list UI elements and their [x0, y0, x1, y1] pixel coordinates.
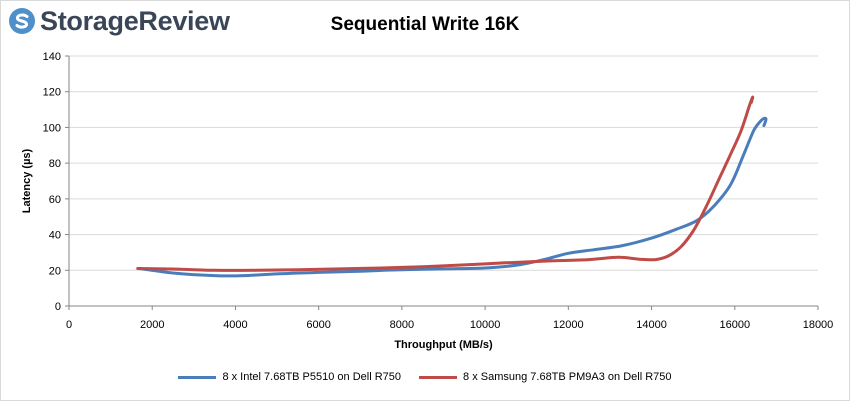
chart-title: Sequential Write 16K: [330, 14, 520, 35]
legend-swatch-intel: [178, 375, 217, 379]
y-tick-label: 140: [43, 51, 61, 63]
y-axis-title: Latency (µs): [21, 148, 33, 213]
y-tick-label: 100: [43, 122, 61, 134]
series-line-samsung-pm9a3: [136, 95, 755, 272]
legend-item-samsung: 8 x Samsung 7.68TB PM9A3 on Dell R750: [419, 371, 672, 383]
x-tick-label: 4000: [223, 319, 247, 331]
y-tick-label: 0: [55, 301, 61, 313]
x-tick-label: 12000: [553, 319, 584, 331]
x-tick-label: 8000: [390, 319, 414, 331]
legend-label-samsung: 8 x Samsung 7.68TB PM9A3 on Dell R750: [463, 371, 672, 383]
y-tick-label: 120: [43, 87, 61, 99]
storagereview-logo: StorageReview: [8, 4, 230, 38]
y-tick-label: 20: [49, 265, 61, 277]
logo-wordmark: StorageReview: [40, 5, 230, 36]
y-tick-label: 60: [49, 194, 61, 206]
series-line-intel-p5510: [138, 116, 768, 278]
x-tick-label: 10000: [470, 319, 501, 331]
chart-legend: 8 x Intel 7.68TB P5510 on Dell R750 8 x …: [0, 371, 850, 383]
x-tick-label: 0: [66, 319, 72, 331]
x-axis-title: Throughput (MB/s): [394, 339, 493, 351]
x-tick-label: 18000: [803, 319, 834, 331]
storagereview-logo-icon: [9, 8, 35, 34]
x-tick-label: 14000: [636, 319, 667, 331]
legend-item-intel: 8 x Intel 7.68TB P5510 on Dell R750: [178, 371, 401, 383]
legend-swatch-samsung: [419, 375, 458, 379]
x-tick-label: 6000: [306, 319, 330, 331]
y-tick-label: 40: [49, 230, 61, 242]
x-tick-label: 16000: [719, 319, 750, 331]
legend-label-intel: 8 x Intel 7.68TB P5510 on Dell R750: [222, 371, 402, 383]
y-tick-label: 80: [49, 158, 61, 170]
x-tick-label: 2000: [140, 319, 164, 331]
